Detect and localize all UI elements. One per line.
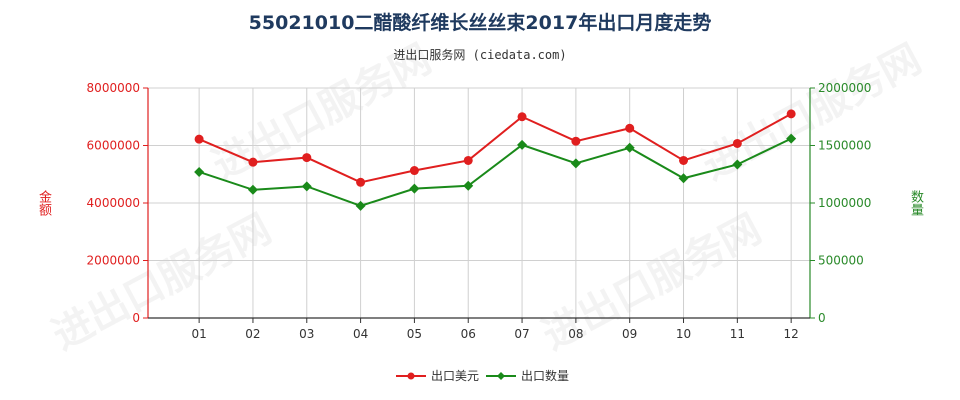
x-tick-label: 11 — [730, 327, 745, 341]
series-line-1 — [198, 112, 792, 184]
chart-title: 55021010二醋酸纤维长丝丝束2017年出口月度走势 — [248, 12, 712, 34]
series-line-2 — [198, 137, 792, 207]
left-tick-label: 4000000 — [87, 196, 140, 210]
x-tick-label: 12 — [784, 327, 799, 341]
series-2-point — [517, 139, 528, 150]
series-2-point — [247, 184, 258, 195]
left-tick-label: 2000000 — [87, 254, 140, 268]
x-tick-label: 07 — [514, 327, 529, 341]
right-tick-label: 1500000 — [818, 139, 871, 153]
series-1-point — [463, 155, 473, 165]
series-2-point — [624, 142, 635, 153]
x-tick-label: 04 — [353, 327, 368, 341]
series-1-point — [786, 109, 796, 119]
series-1-point — [625, 123, 635, 133]
series-1-point — [356, 177, 366, 187]
x-tick-label: 03 — [299, 327, 314, 341]
series-2-point — [786, 133, 797, 144]
left-tick-label: 8000000 — [87, 81, 140, 95]
series-1-point — [679, 155, 689, 165]
series-2-point — [463, 180, 474, 191]
x-tick-label: 05 — [407, 327, 422, 341]
series-1-point — [194, 134, 204, 144]
left-tick-label: 6000000 — [87, 139, 140, 153]
series-2-point — [732, 159, 743, 170]
right-tick-label: 2000000 — [818, 81, 871, 95]
legend-label-2: 出口数量 — [521, 368, 569, 383]
legend-marker-2 — [497, 372, 505, 380]
series-1-point — [248, 157, 258, 167]
series-2-point — [301, 181, 312, 192]
right-axis-label: 数量 — [908, 190, 923, 216]
series-2-point — [570, 158, 581, 169]
x-tick-label: 01 — [191, 327, 206, 341]
right-tick-label: 0 — [818, 311, 826, 325]
series-2-point — [194, 166, 205, 177]
series-1-point — [571, 136, 581, 146]
x-tick-label: 09 — [622, 327, 637, 341]
right-tick-label: 1000000 — [818, 196, 871, 210]
left-tick-label: 0 — [132, 311, 140, 325]
x-tick-label: 06 — [461, 327, 476, 341]
series-2-point — [409, 183, 420, 194]
series-1-point — [409, 166, 419, 176]
x-tick-label: 10 — [676, 327, 691, 341]
series-2-point — [678, 173, 689, 184]
right-tick-label: 500000 — [818, 254, 864, 268]
x-tick-label: 08 — [568, 327, 583, 341]
chart-subtitle: 进出口服务网 (ciedata.com) — [393, 48, 567, 62]
series-1-point — [517, 112, 527, 122]
left-axis-label: 金额 — [36, 190, 51, 216]
x-tick-label: 02 — [245, 327, 260, 341]
series-2-point — [355, 200, 366, 211]
series-1-point — [732, 138, 742, 148]
series-1-point — [302, 153, 312, 163]
legend-label-1: 出口美元 — [431, 369, 479, 383]
legend-marker-1 — [407, 372, 415, 380]
